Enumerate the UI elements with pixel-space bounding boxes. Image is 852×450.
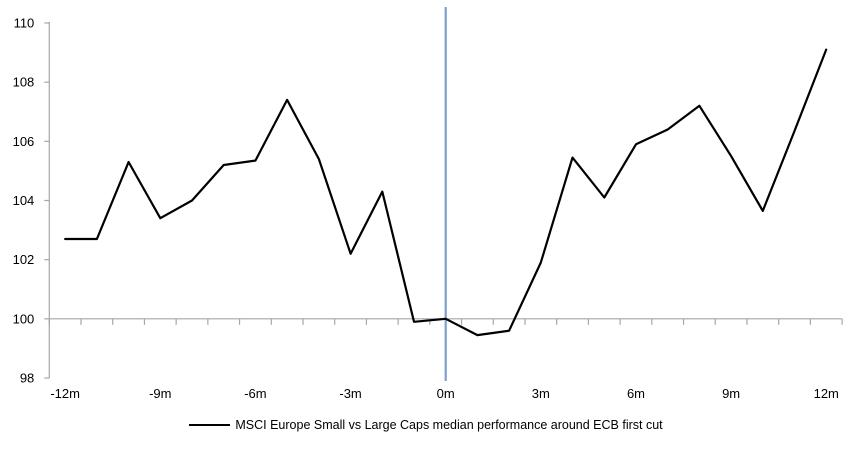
y-axis-tick-label: 110 bbox=[14, 16, 35, 31]
y-axis-tick-label: 98 bbox=[20, 371, 34, 386]
y-axis-tick-label: 108 bbox=[13, 75, 35, 90]
x-axis-tick-label: 12m bbox=[814, 386, 839, 401]
y-axis-tick-label: 102 bbox=[13, 252, 35, 267]
x-axis-tick-label: -9m bbox=[149, 386, 171, 401]
x-axis-tick-label: -12m bbox=[50, 386, 80, 401]
x-axis-tick-label: -3m bbox=[339, 386, 361, 401]
series-line bbox=[64, 48, 828, 337]
x-axis-tick-label: 3m bbox=[532, 386, 550, 401]
y-axis-tick-label: 104 bbox=[13, 193, 35, 208]
x-axis-tick-label: 9m bbox=[722, 386, 740, 401]
legend-series-label: MSCI Europe Small vs Large Caps median p… bbox=[235, 418, 663, 432]
y-axis-tick-label: 100 bbox=[13, 311, 35, 326]
x-axis-tick-label: 0m bbox=[437, 386, 455, 401]
y-axis-tick-label: 106 bbox=[13, 134, 35, 149]
legend-line-icon bbox=[189, 424, 231, 426]
legend: MSCI Europe Small vs Large Caps median p… bbox=[0, 418, 852, 432]
x-axis-tick-label: -6m bbox=[244, 386, 266, 401]
x-axis-tick-label: 6m bbox=[627, 386, 645, 401]
